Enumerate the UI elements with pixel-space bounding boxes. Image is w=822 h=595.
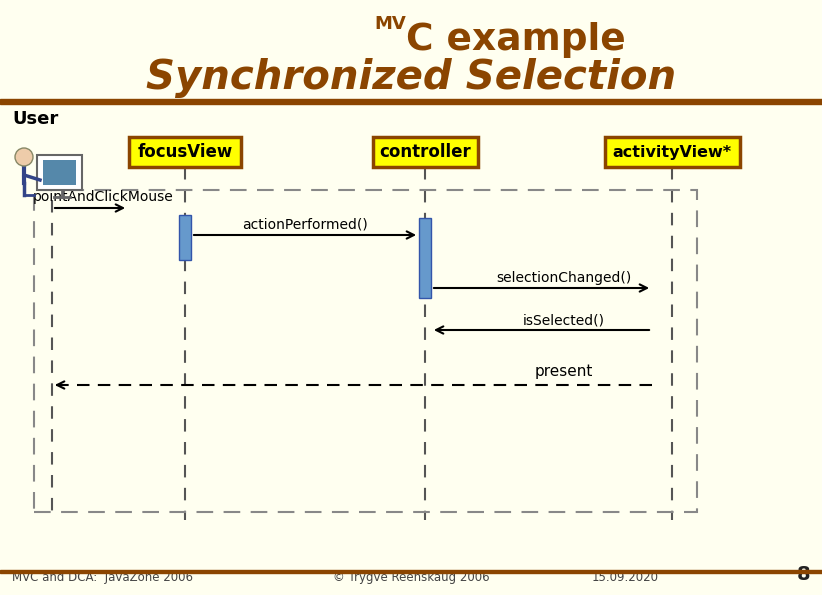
Text: 15.09.2020: 15.09.2020: [592, 571, 659, 584]
Text: focusView: focusView: [137, 143, 233, 161]
Bar: [129, 137, 241, 167]
Circle shape: [15, 148, 33, 166]
Text: MV: MV: [374, 15, 406, 33]
Text: isSelected(): isSelected(): [523, 313, 604, 327]
Bar: [0, 570, 822, 573]
Text: MVC and DCA:  JavaZone 2006: MVC and DCA: JavaZone 2006: [12, 571, 193, 584]
Bar: [419, 218, 431, 298]
Text: pointAndClickMouse: pointAndClickMouse: [33, 190, 174, 204]
Text: © Trygve Reenskaug 2006: © Trygve Reenskaug 2006: [333, 571, 489, 584]
Text: selectionChanged(): selectionChanged(): [496, 271, 631, 285]
Text: C example: C example: [406, 22, 626, 58]
Text: activityView*: activityView*: [612, 145, 732, 159]
Bar: [0, 99, 822, 104]
Bar: [179, 215, 191, 260]
Bar: [43, 160, 76, 185]
Bar: [34, 190, 697, 512]
Text: actionPerformed(): actionPerformed(): [242, 217, 368, 231]
Text: present: present: [534, 364, 593, 379]
Text: 8: 8: [797, 565, 810, 584]
Text: controller: controller: [379, 143, 471, 161]
Bar: [604, 137, 740, 167]
Text: User: User: [12, 110, 58, 128]
Bar: [37, 155, 82, 190]
Bar: [372, 137, 478, 167]
Text: Synchronized Selection: Synchronized Selection: [146, 58, 676, 98]
